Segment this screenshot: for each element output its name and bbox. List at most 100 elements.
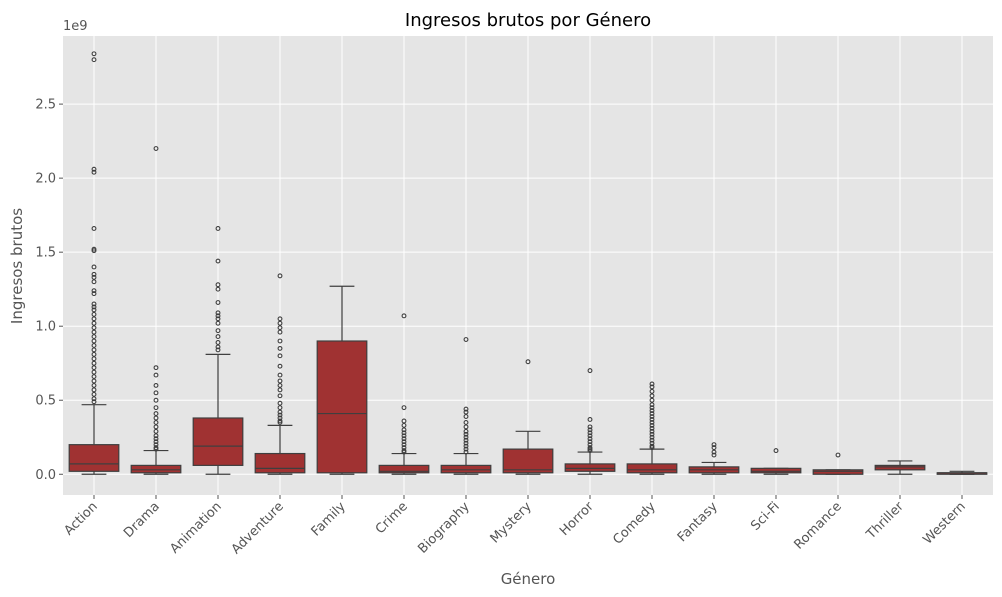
outlier-point xyxy=(587,368,593,374)
outlier-point xyxy=(153,439,159,445)
iqr-box xyxy=(502,448,554,474)
outlier-point xyxy=(401,439,407,445)
x-tick-label: Horror xyxy=(557,499,597,539)
outlier-point xyxy=(711,442,717,448)
outlier-point xyxy=(91,57,97,63)
x-tick-label: Crime xyxy=(373,499,411,537)
outlier-point xyxy=(277,387,283,393)
outlier-point xyxy=(91,288,97,294)
outlier-point xyxy=(91,365,97,371)
outlier-point xyxy=(153,415,159,421)
outlier-point xyxy=(91,169,97,175)
outlier-point xyxy=(215,340,221,345)
outlier-point xyxy=(277,400,283,406)
iqr-box xyxy=(130,464,182,474)
outlier-point xyxy=(91,307,97,313)
outlier-point xyxy=(91,360,97,366)
outlier-point xyxy=(215,334,221,340)
iqr-box xyxy=(378,464,430,474)
iqr-box xyxy=(192,417,244,466)
x-axis-title: Género xyxy=(501,570,556,588)
outlier-point xyxy=(153,442,159,448)
outlier-point xyxy=(649,419,655,425)
outlier-point xyxy=(649,434,655,440)
outlier-point xyxy=(277,372,283,378)
outlier-point xyxy=(91,369,97,375)
x-tick-label: Fantasy xyxy=(675,499,721,545)
iqr-box xyxy=(750,467,802,474)
outlier-point xyxy=(277,393,283,399)
iqr-box xyxy=(812,469,864,475)
box-biography xyxy=(440,337,492,475)
box-romance xyxy=(812,452,864,475)
outlier-point xyxy=(215,226,221,231)
outlier-point xyxy=(463,437,469,443)
outlier-point xyxy=(277,419,283,425)
y-tick-label: 2.0 xyxy=(35,172,56,187)
outlier-point xyxy=(463,424,469,430)
outlier-point xyxy=(401,422,407,428)
box-crime xyxy=(378,313,430,475)
outlier-point xyxy=(277,363,283,369)
outlier-point xyxy=(153,446,159,452)
outlier-point xyxy=(649,425,655,431)
iqr-box xyxy=(626,463,678,474)
outlier-point xyxy=(463,440,469,446)
outlier-point xyxy=(153,365,159,371)
x-tick-label: Sci-Fi xyxy=(748,499,783,534)
outlier-point xyxy=(649,417,655,422)
outlier-point xyxy=(587,417,593,422)
outlier-point xyxy=(649,411,655,417)
outlier-point xyxy=(91,301,97,307)
x-tick-label: Biography xyxy=(415,499,473,557)
outlier-point xyxy=(401,433,407,439)
outlier-point xyxy=(277,405,283,411)
outlier-point xyxy=(463,446,469,452)
outlier-point xyxy=(91,311,97,317)
box-sci-fi xyxy=(750,448,802,475)
y-tick-label: 1.5 xyxy=(35,246,56,261)
outlier-point xyxy=(153,372,159,378)
x-tick-label: Thriller xyxy=(863,499,907,543)
outlier-point xyxy=(277,412,283,418)
outlier-point xyxy=(401,427,407,433)
outlier-point xyxy=(91,274,97,280)
x-tick-label: Western xyxy=(921,499,969,547)
iqr-box xyxy=(564,463,616,472)
outlier-point xyxy=(463,337,469,342)
outlier-point xyxy=(463,431,469,437)
outlier-point xyxy=(587,436,593,442)
outlier-point xyxy=(463,414,469,419)
outlier-point xyxy=(587,430,593,436)
outlier-point xyxy=(277,325,283,331)
outlier-point xyxy=(277,409,283,415)
outlier-point xyxy=(91,226,97,231)
outlier-point xyxy=(215,286,221,292)
outlier-point xyxy=(91,356,97,362)
iqr-box xyxy=(874,464,926,471)
y-axis-title: Ingresos brutos xyxy=(8,208,26,324)
x-tick-label: Action xyxy=(61,499,100,538)
outlier-point xyxy=(91,51,97,57)
outlier-point xyxy=(711,445,717,451)
outlier-point xyxy=(835,452,841,458)
outlier-point xyxy=(91,347,97,353)
x-tick-label: Adventure xyxy=(229,499,287,557)
outlier-point xyxy=(215,347,221,353)
box-action xyxy=(68,51,120,475)
y-tick-label: 2.5 xyxy=(35,98,56,113)
outlier-point xyxy=(277,338,283,344)
outlier-point xyxy=(587,439,593,445)
outlier-point xyxy=(649,414,655,419)
outlier-point xyxy=(91,387,97,393)
x-tick-label: Drama xyxy=(121,499,163,541)
outlier-point xyxy=(91,271,97,277)
y-axis-ticks: 0.0 0.5 1.0 1.5 2.0 2.5 xyxy=(35,98,63,483)
outlier-point xyxy=(91,396,97,402)
iqr-box xyxy=(68,444,120,472)
outlier-point xyxy=(91,248,97,254)
outlier-point xyxy=(277,273,283,279)
outlier-point xyxy=(153,382,159,388)
outlier-point xyxy=(277,378,283,384)
